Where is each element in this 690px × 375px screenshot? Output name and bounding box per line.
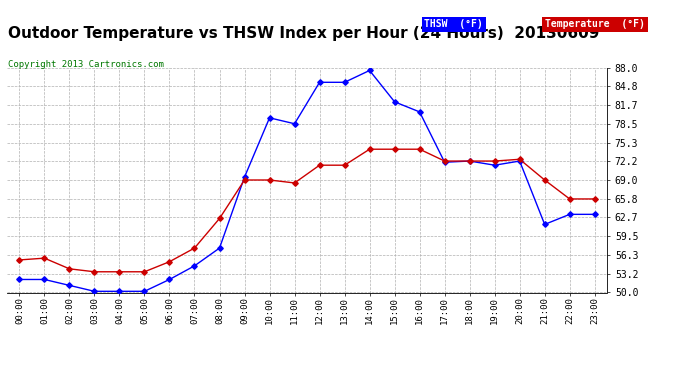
Text: Copyright 2013 Cartronics.com: Copyright 2013 Cartronics.com — [8, 60, 164, 69]
Text: Outdoor Temperature vs THSW Index per Hour (24 Hours)  20130609: Outdoor Temperature vs THSW Index per Ho… — [8, 26, 600, 41]
Text: Temperature  (°F): Temperature (°F) — [545, 20, 645, 29]
Text: THSW  (°F): THSW (°F) — [424, 20, 483, 29]
